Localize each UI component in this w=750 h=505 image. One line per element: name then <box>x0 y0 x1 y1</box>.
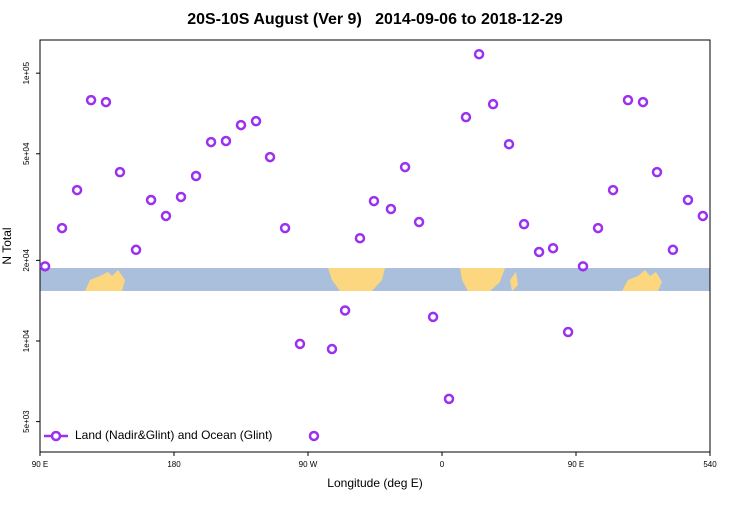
y-tick-label: 5e+03 <box>22 410 31 433</box>
data-point <box>460 111 472 123</box>
data-point <box>443 393 455 405</box>
data-point <box>473 48 485 60</box>
data-point <box>250 115 262 127</box>
data-point <box>427 311 439 323</box>
legend-label: Land (Nadir&Glint) and Ocean (Glint) <box>75 428 272 442</box>
data-point <box>651 166 663 178</box>
data-point <box>385 203 397 215</box>
x-tick-label: 90 E <box>568 460 584 469</box>
data-point <box>160 210 172 222</box>
data-point <box>205 136 217 148</box>
data-point <box>354 232 366 244</box>
map-strip <box>40 268 710 291</box>
data-point <box>114 166 126 178</box>
data-point <box>607 184 619 196</box>
data-point <box>577 261 589 272</box>
data-point <box>130 244 142 256</box>
data-point <box>503 138 515 150</box>
legend-marker <box>50 430 62 442</box>
data-point <box>85 94 97 106</box>
x-tick-label: 90 E <box>32 460 48 469</box>
data-point <box>190 170 202 182</box>
data-point <box>235 119 247 131</box>
data-point <box>220 135 232 147</box>
plot-frame <box>39 39 711 453</box>
data-point <box>339 305 351 316</box>
data-point <box>175 191 187 203</box>
data-point <box>71 184 83 196</box>
y-tick-label: 1e+04 <box>22 329 31 352</box>
data-point <box>368 195 380 207</box>
x-tick-label: 180 <box>167 460 181 469</box>
data-point <box>264 151 276 163</box>
y-tick-label: 5e+04 <box>22 142 31 165</box>
y-tick-label: 1e+05 <box>22 61 31 84</box>
data-point <box>667 244 679 256</box>
y-axis-label: N Total <box>0 227 14 264</box>
data-point <box>533 246 545 258</box>
data-point <box>39 261 51 272</box>
chart-title: 20S-10S August (Ver 9) 2014-09-06 to 201… <box>187 11 563 28</box>
data-point <box>518 218 530 230</box>
data-point <box>487 98 499 110</box>
data-point <box>279 222 291 234</box>
x-tick-label: 90 W <box>299 460 318 469</box>
data-point <box>294 338 306 350</box>
data-point <box>56 222 68 234</box>
data-point <box>592 222 604 234</box>
data-point <box>413 216 425 228</box>
data-point <box>547 242 559 254</box>
data-point <box>622 94 634 106</box>
x-axis-label: Longitude (deg E) <box>327 476 422 490</box>
data-point <box>100 96 112 108</box>
data-point <box>637 96 649 108</box>
data-point <box>399 161 411 173</box>
data-point <box>326 343 338 355</box>
x-tick-label: 540 <box>703 460 717 469</box>
data-point <box>697 210 709 222</box>
data-point <box>145 194 157 206</box>
y-tick-label: 2e+04 <box>22 249 31 272</box>
data-point <box>682 194 694 206</box>
x-tick-label: 0 <box>440 460 445 469</box>
data-point <box>308 430 320 442</box>
data-point <box>562 326 574 338</box>
